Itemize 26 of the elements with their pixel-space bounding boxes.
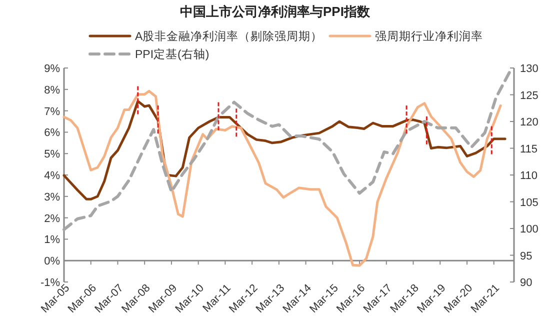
legend-label: A股非金融净利润率（剔除强周期）	[135, 29, 323, 43]
y-tick-label: 5%	[44, 148, 60, 161]
y-tick-label: 3%	[44, 191, 60, 204]
line-series	[62, 90, 502, 267]
y-tick-label: -1%	[40, 277, 60, 289]
y-tick-label: 8%	[44, 84, 60, 96]
y2-tick-label: 115	[520, 143, 538, 156]
y2-tick-label: 90	[520, 277, 532, 289]
y2-tick-label: 130	[520, 63, 538, 75]
y2-tick-label: 125	[520, 90, 538, 102]
y-tick-label: 6%	[44, 127, 60, 140]
y2-tick-label: 100	[520, 224, 538, 236]
y-tick-label: 7%	[44, 106, 60, 118]
y-tick-label: 1%	[44, 234, 60, 246]
y2-tick-label: 105	[520, 196, 538, 209]
y2-tick-label: 120	[520, 116, 538, 128]
chart-title: 中国上市公司净利润率与PPI指数	[180, 4, 371, 19]
legend-label: PPI定基(右轴)	[135, 47, 210, 61]
y-tick-label: 0%	[44, 256, 60, 268]
y2-tick-label: 95	[520, 250, 532, 262]
y-tick-label: 2%	[44, 212, 60, 225]
legend-label: 强周期行业净利润率	[375, 29, 483, 43]
y-tick-label: 4%	[44, 170, 60, 182]
y-tick-label: 9%	[44, 63, 60, 75]
line-series	[62, 70, 512, 232]
y2-tick-label: 110	[520, 170, 538, 182]
